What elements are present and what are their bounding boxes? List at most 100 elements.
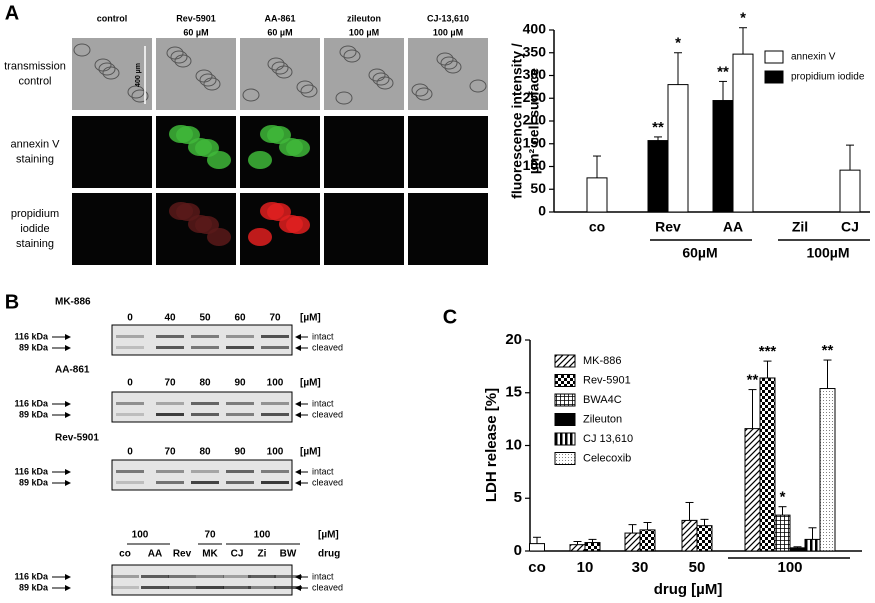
legend-swatch [554,452,576,465]
lane-label: 100 [267,447,284,458]
panel-label: B [5,291,19,313]
band [168,586,196,589]
blot [111,324,293,356]
error-bar [685,501,694,521]
dose-label: 70 [204,530,216,541]
band-label: intact [312,466,334,476]
lane-label: 100 [267,378,284,389]
band-label: cleaved [312,342,343,352]
error-bar [793,546,802,548]
band [196,575,224,578]
band [226,346,254,349]
stain [248,151,272,169]
significance: * [675,35,681,52]
lane-label: 0 [127,378,133,389]
blot-unit: [µM] [300,313,321,324]
scale-label: 400 µm [135,63,142,87]
marker-label: 89 kDa [19,477,49,487]
cell [195,69,213,83]
column-dose: 100 µM [433,27,463,37]
x-tick-label: 30 [632,559,649,576]
column-dose: 60 µM [267,27,292,37]
band-label: intact [312,331,334,341]
cell [166,46,184,60]
error-bar [763,360,772,378]
x-tick-label: Zil [792,219,808,235]
stain [176,126,200,144]
legend-label: Rev-5901 [583,374,631,386]
band [223,575,251,578]
band [191,470,219,473]
significance: ** [652,119,664,136]
bar [647,140,669,213]
cell [127,85,145,99]
micrograph [408,38,488,110]
image [408,116,488,188]
band-label: intact [312,571,334,581]
image [408,193,488,265]
blot-unit: [µM] [300,447,321,458]
row-label: transmission [4,60,66,72]
cell [199,73,217,87]
bar [839,169,861,213]
band [116,481,144,484]
band [261,402,289,405]
band [261,481,289,484]
significance: *** [759,343,777,360]
band [261,470,289,473]
band [168,575,196,578]
band [116,413,144,416]
marker-label: 116 kDa [14,466,49,476]
lane-label: 70 [164,378,176,389]
row-label: annexin V [11,138,61,150]
cell [372,72,390,86]
error-bar [808,527,817,540]
x-tick-label: co [528,559,546,576]
band [223,586,251,589]
x-tick-label: 100 [777,559,802,576]
band [191,402,219,405]
cell [411,83,429,97]
marker-label: 116 kDa [14,571,49,581]
stain [195,216,219,234]
y-tick-label: 0 [514,542,522,559]
band [248,575,276,578]
micrograph [408,116,488,188]
band [116,346,144,349]
stain [267,203,291,221]
lane-label: 60 [234,313,246,324]
error-bar [748,389,757,429]
panel-label: A [5,2,19,24]
panel-label: C [443,306,457,328]
band [191,481,219,484]
cell [300,84,318,98]
group-label: 60µM [682,245,717,261]
band [261,335,289,338]
image [324,116,404,188]
lane-label: 50 [199,313,211,324]
band [274,586,302,589]
band [196,586,224,589]
legend-label: CJ 13,610 [583,433,633,445]
band [141,575,169,578]
y-tick-label: 5 [514,489,522,506]
lane-label: Rev [173,549,192,560]
column-header: control [97,13,128,23]
band [116,470,144,473]
significance: ** [747,372,759,389]
band-label: cleaved [312,582,343,592]
y-tick-label: 50 [530,180,546,196]
lane-label: co [119,549,131,560]
dose-label: 100 [132,530,149,541]
band [156,402,184,405]
cell [73,43,91,57]
legend-swatch [554,432,576,446]
blot-drug: MK-886 [55,297,91,308]
legend-swatch [764,70,784,84]
legend-swatch [554,354,576,368]
blot [111,391,293,423]
lane-label: 0 [127,447,133,458]
lane-label: MK [202,549,218,560]
significance: * [740,10,746,27]
